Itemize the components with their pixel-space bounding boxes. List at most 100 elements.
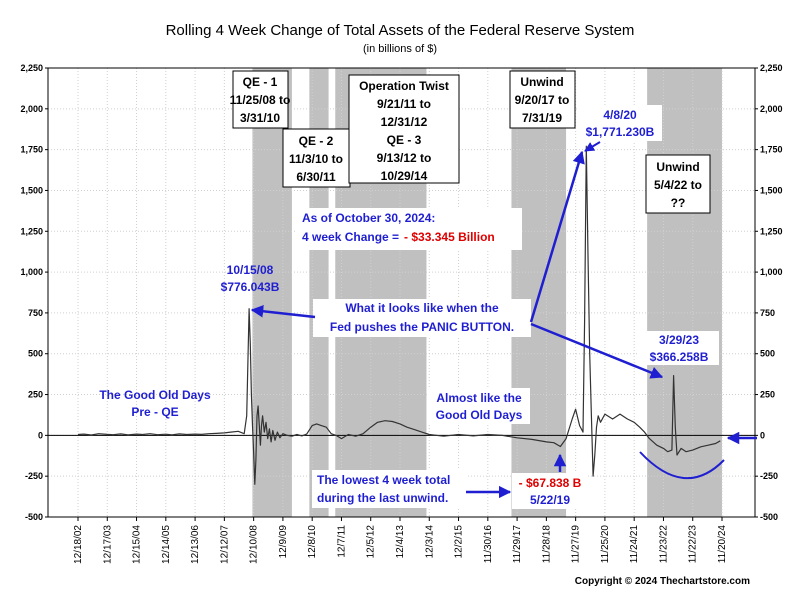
x-axis-labels: 12/18/02 12/17/03 12/15/04 12/14/05 12/13/06… [73, 517, 728, 564]
peak-2020-arrow [584, 141, 601, 152]
unwind1-line3: 7/31/19 [522, 111, 562, 125]
op-twist-line4: QE - 3 [387, 133, 422, 147]
xtick-label-14: 11/30/16 [483, 525, 494, 564]
operation-twist-box: Operation Twist 9/21/11 to 12/31/12 QE -… [348, 74, 460, 184]
as-of-label: 4 week Change = [302, 230, 399, 244]
ytick-right-4: 500 [760, 349, 775, 359]
peak-2023-label: 3/29/23 $366.258B [639, 331, 719, 365]
xtick-label-19: 11/24/21 [629, 525, 640, 564]
xtick-label-4: 12/13/06 [190, 525, 201, 564]
shaded-period-4 [647, 68, 722, 517]
unwind2-line2: 5/4/22 to [654, 178, 702, 192]
unwind2-line3: ?? [671, 196, 686, 210]
ytick-right-1: -250 [760, 471, 778, 481]
ytick-right-11: 2,250 [760, 63, 783, 73]
unwind2-box: Unwind 5/4/22 to ?? [645, 154, 711, 214]
ytick-right-8: 1,500 [760, 185, 783, 195]
op-twist-line6: 10/29/14 [381, 169, 428, 183]
almost-like-line1: Almost like the [436, 391, 522, 405]
peak-2023-date: 3/29/23 [659, 333, 699, 347]
ytick-left-5: 750 [28, 308, 43, 318]
chart-subtitle: (in billions of $) [363, 43, 437, 55]
good-old-days-line2: Pre - QE [131, 405, 178, 419]
almost-like-line2: Good Old Days [436, 408, 523, 422]
xtick-label-5: 12/12/07 [219, 525, 230, 564]
peak-2020-value: $1,771.230B [586, 125, 655, 139]
chart-title: Rolling 4 Week Change of Total Assets of… [166, 22, 635, 39]
unwind1-line1: Unwind [520, 75, 563, 89]
unwind1-box: Unwind 9/20/17 to 7/31/19 [509, 70, 576, 129]
ytick-right-0: -500 [760, 512, 778, 522]
xtick-label-1: 12/17/03 [102, 525, 113, 564]
peak-2008-value: $776.043B [221, 280, 280, 294]
xtick-label-17: 11/27/19 [571, 525, 582, 564]
qe1-line1: QE - 1 [243, 75, 278, 89]
plot-frame [47, 67, 756, 518]
xtick-label-13: 12/2/15 [454, 525, 465, 559]
series-line [77, 145, 721, 485]
xtick-label-10: 12/5/12 [366, 525, 377, 559]
xtick-label-20: 11/23/22 [658, 525, 669, 564]
qe2-line2: 11/3/10 to [289, 152, 343, 166]
panic-arrow-2008 [250, 305, 316, 319]
ytick-left-10: 2,000 [20, 104, 43, 114]
panic-line1: What it looks like when the [345, 301, 499, 315]
op-twist-line3: 12/31/12 [381, 115, 428, 129]
qe2-line1: QE - 2 [299, 134, 334, 148]
shaded-periods [252, 68, 722, 517]
xtick-label-15: 11/29/17 [512, 525, 523, 564]
ytick-left-3: 250 [28, 390, 43, 400]
panic-box: What it looks like when the Fed pushes t… [313, 299, 531, 337]
good-old-days-label: The Good Old Days Pre - QE [99, 388, 211, 419]
low-value-label: - $67.838 B 5/22/19 [512, 473, 588, 509]
ytick-right-6: 1,000 [760, 267, 783, 277]
xtick-label-21: 11/22/23 [688, 525, 699, 564]
low-value-date: 5/22/19 [530, 493, 570, 507]
ytick-left-6: 1,000 [20, 267, 43, 277]
ytick-left-4: 500 [28, 349, 43, 359]
ytick-left-9: 1,750 [20, 145, 43, 155]
ytick-left-7: 1,250 [20, 226, 43, 236]
y-axis-right-labels: -500 -250 0 250 500 750 1,000 1,250 1,500 1,750 2,… [755, 63, 783, 522]
unwind2-curve [639, 451, 725, 480]
as-of-value: - $33.345 Billion [404, 230, 495, 244]
xtick-label-11: 12/4/13 [395, 525, 406, 559]
lowest-label: The lowest 4 week total during the last … [312, 470, 466, 508]
xtick-label-7: 12/9/09 [278, 525, 289, 559]
peak-2008-label: 10/15/08 $776.043B [221, 263, 280, 294]
panic-arrow-2023 [530, 322, 664, 379]
op-twist-line2: 9/21/11 to [377, 97, 431, 111]
xtick-label-22: 11/20/24 [717, 525, 728, 564]
peak-2020-date: 4/8/20 [603, 108, 637, 122]
op-twist-line5: 9/13/12 to [377, 151, 432, 165]
y-axis-left-labels: -500 -250 0 250 500 750 1,000 1,250 1,500 1,750 2,… [20, 63, 48, 522]
ytick-left-2: 0 [38, 430, 43, 440]
ytick-left-8: 1,500 [20, 185, 43, 195]
xtick-label-9: 12/7/11 [336, 525, 347, 558]
ytick-right-2: 0 [760, 430, 765, 440]
lowest-line2: during the last unwind. [317, 491, 448, 505]
qe1-line3: 3/31/10 [240, 111, 280, 125]
xtick-label-0: 12/18/02 [73, 525, 84, 564]
good-old-days-line1: The Good Old Days [99, 388, 211, 402]
xtick-label-12: 12/3/14 [424, 525, 435, 559]
xtick-label-8: 12/8/10 [307, 525, 318, 559]
peak-2023-value: $366.258B [650, 350, 709, 364]
qe2-line3: 6/30/11 [296, 170, 336, 184]
ytick-left-0: -500 [25, 512, 43, 522]
series-line-0 [77, 145, 721, 485]
almost-like-label: Almost like the Good Old Days [428, 388, 530, 424]
low-value-amount: - $67.838 B [519, 476, 582, 490]
lowest-line1: The lowest 4 week total [317, 473, 450, 487]
ytick-left-11: 2,250 [20, 63, 43, 73]
peak-2008-date: 10/15/08 [227, 263, 274, 277]
ytick-right-9: 1,750 [760, 145, 783, 155]
xtick-label-18: 11/25/20 [600, 525, 611, 564]
copyright: Copyright © 2024 Thechartstore.com [575, 576, 750, 587]
unwind1-line2: 9/20/17 to [515, 93, 570, 107]
xtick-label-3: 12/14/05 [161, 525, 172, 564]
ytick-left-1: -250 [25, 471, 43, 481]
ytick-right-10: 2,000 [760, 104, 783, 114]
